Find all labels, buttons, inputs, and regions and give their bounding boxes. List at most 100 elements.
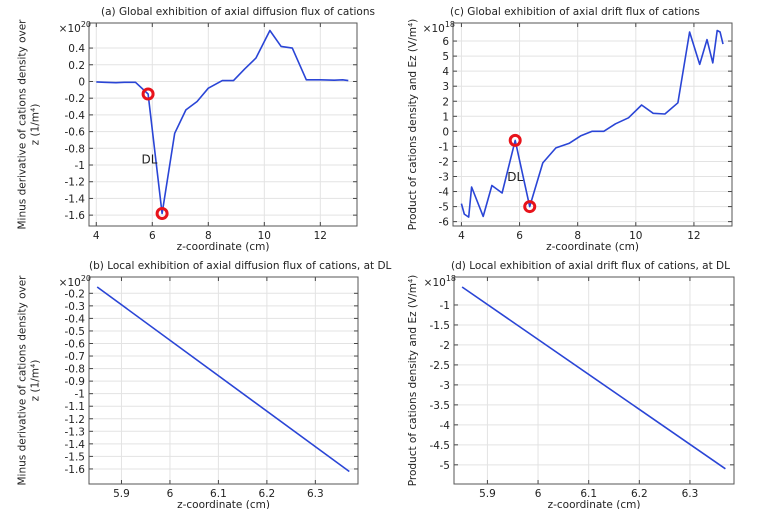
y-axis-label: Minus derivative of cations density over bbox=[17, 275, 29, 486]
x-tick-label: 4 bbox=[93, 230, 100, 242]
x-tick-label: 10 bbox=[629, 230, 642, 242]
y-axis-label: Product of cations density and Ez (V/m⁴) bbox=[407, 275, 419, 487]
y-tick-label: -4 bbox=[440, 420, 451, 432]
x-axis-label: z-coordinate (cm) bbox=[177, 241, 270, 253]
chart-title: (a) Global exhibition of axial diffusion… bbox=[101, 6, 375, 18]
y-tick-label: -2.5 bbox=[430, 360, 451, 372]
series-line bbox=[461, 286, 726, 470]
y-tick-label: -5 bbox=[439, 202, 449, 214]
y-multiplier: ×1018 bbox=[424, 274, 456, 289]
y-tick-label: -0.8 bbox=[65, 143, 86, 155]
y-tick-label: -0.6 bbox=[65, 338, 86, 350]
x-tick-label: 6 bbox=[516, 230, 523, 242]
y-axis-label: Minus derivative of cations density over bbox=[17, 19, 29, 230]
chart-title: (d) Local exhibition of axial drift flux… bbox=[451, 260, 730, 272]
y-tick-label: -1.3 bbox=[65, 426, 86, 438]
x-axis-label: z-coordinate (cm) bbox=[177, 499, 270, 509]
x-tick-label: 4 bbox=[458, 230, 465, 242]
y-tick-label: -1.5 bbox=[430, 320, 451, 332]
y-multiplier-exponent: 20 bbox=[81, 274, 91, 283]
y-tick-label: -1.5 bbox=[65, 451, 86, 463]
series-line bbox=[96, 286, 350, 473]
y-tick-label: 0 bbox=[442, 126, 449, 138]
y-tick-label: -0.5 bbox=[65, 326, 86, 338]
chart-panel-a: 4 6 8 10 12 0.4 0.2 0 -0.2 -0.4 -0.6 -0.8 -1 -1.2 -1.4… bbox=[17, 6, 375, 253]
y-tick-label: -1 bbox=[75, 160, 85, 172]
y-multiplier: ×1018 bbox=[423, 20, 455, 35]
y-tick-label: -1.6 bbox=[65, 464, 86, 476]
y-axis-label: z (1/m⁴) bbox=[30, 360, 42, 402]
series-line bbox=[460, 29, 724, 218]
y-tick-label: -5 bbox=[440, 460, 450, 472]
y-tick-label: -0.3 bbox=[65, 301, 86, 313]
x-tick-label: 12 bbox=[687, 230, 700, 242]
x-tick-label: 6 bbox=[149, 230, 156, 242]
y-tick-label: 0.4 bbox=[68, 43, 85, 55]
plot-frame bbox=[453, 276, 735, 485]
x-tick-label: 10 bbox=[258, 230, 271, 242]
plot-frame bbox=[88, 276, 359, 485]
highlight-marker bbox=[141, 87, 155, 101]
y-tick-label: -0.4 bbox=[65, 313, 86, 325]
y-tick-label: -1 bbox=[75, 389, 85, 401]
plot-frame bbox=[88, 22, 358, 227]
highlight-marker bbox=[523, 200, 537, 214]
y-tick-label: -1.6 bbox=[65, 210, 86, 222]
y-multiplier-exponent: 20 bbox=[81, 20, 91, 29]
highlight-marker bbox=[155, 206, 169, 220]
y-tick-label: -2 bbox=[440, 340, 450, 352]
y-tick-label: 1 bbox=[442, 111, 449, 123]
y-tick-label: -0.8 bbox=[65, 364, 86, 376]
y-tick-label: 6 bbox=[442, 36, 449, 48]
y-tick-label: -1.2 bbox=[65, 414, 86, 426]
y-tick-label: -1 bbox=[439, 141, 449, 153]
y-tick-label: -1.1 bbox=[65, 401, 86, 413]
y-tick-label: 0 bbox=[78, 76, 85, 88]
y-tick-label: -3.5 bbox=[430, 400, 451, 412]
x-tick-label: 5.9 bbox=[479, 488, 496, 500]
chart-panel-d: 5.9 6 6.1 6.2 6.3 -1 -1.5 -2 -2.5 -3 -3.5 -4 -4.5 -5 (… bbox=[407, 260, 735, 509]
y-tick-label: -0.9 bbox=[65, 376, 86, 388]
x-tick-label: 6.1 bbox=[210, 488, 227, 500]
x-tick-label: 12 bbox=[314, 230, 327, 242]
y-multiplier: ×1020 bbox=[59, 20, 91, 35]
y-tick-label: -1.2 bbox=[65, 177, 86, 189]
y-tick-label: 2 bbox=[442, 96, 449, 108]
annotation-label: DL bbox=[507, 170, 523, 184]
y-tick-label: -1.4 bbox=[65, 193, 86, 205]
x-tick-label: 5.9 bbox=[113, 488, 130, 500]
y-multiplier-exponent: 18 bbox=[446, 274, 456, 283]
x-tick-label: 6.3 bbox=[682, 488, 699, 500]
x-tick-label: 8 bbox=[205, 230, 212, 242]
series-line bbox=[96, 29, 349, 215]
y-tick-label: -3 bbox=[439, 171, 449, 183]
chart-title: (c) Global exhibition of axial drift flu… bbox=[450, 6, 700, 18]
x-tick-label: 6.2 bbox=[631, 488, 648, 500]
annotation-label: DL bbox=[142, 152, 158, 166]
y-tick-label: -1.4 bbox=[65, 439, 86, 451]
plot-frame bbox=[452, 22, 733, 227]
y-tick-label: 5 bbox=[442, 51, 449, 63]
y-tick-label: 3 bbox=[442, 81, 449, 93]
chart-title: (b) Local exhibition of axial diffusion … bbox=[89, 260, 392, 272]
y-tick-label: -0.2 bbox=[65, 93, 86, 105]
y-tick-label: -0.4 bbox=[65, 110, 86, 122]
x-axis-label: z-coordinate (cm) bbox=[546, 241, 639, 253]
y-tick-label: 4 bbox=[442, 66, 449, 78]
y-tick-label: -2 bbox=[439, 156, 449, 168]
y-tick-label: -0.2 bbox=[65, 288, 86, 300]
chart-panel-b: 5.9 6 6.1 6.2 6.3-0.2-0.3-0.4-0.5-0.6-0.7-0.… bbox=[17, 260, 392, 509]
y-axis-label: z (1/m⁴) bbox=[30, 104, 42, 146]
x-tick-label: 6.3 bbox=[307, 488, 324, 500]
y-multiplier: ×1020 bbox=[59, 274, 91, 289]
y-multiplier-exponent: 18 bbox=[445, 20, 455, 29]
x-tick-label: 6.2 bbox=[259, 488, 276, 500]
y-tick-label: -3 bbox=[440, 380, 450, 392]
x-axis-label: z-coordinate (cm) bbox=[548, 499, 641, 509]
y-tick-label: -1 bbox=[440, 300, 450, 312]
highlight-marker bbox=[508, 133, 522, 147]
x-tick-label: 6 bbox=[167, 488, 174, 500]
x-tick-label: 6 bbox=[535, 488, 542, 500]
